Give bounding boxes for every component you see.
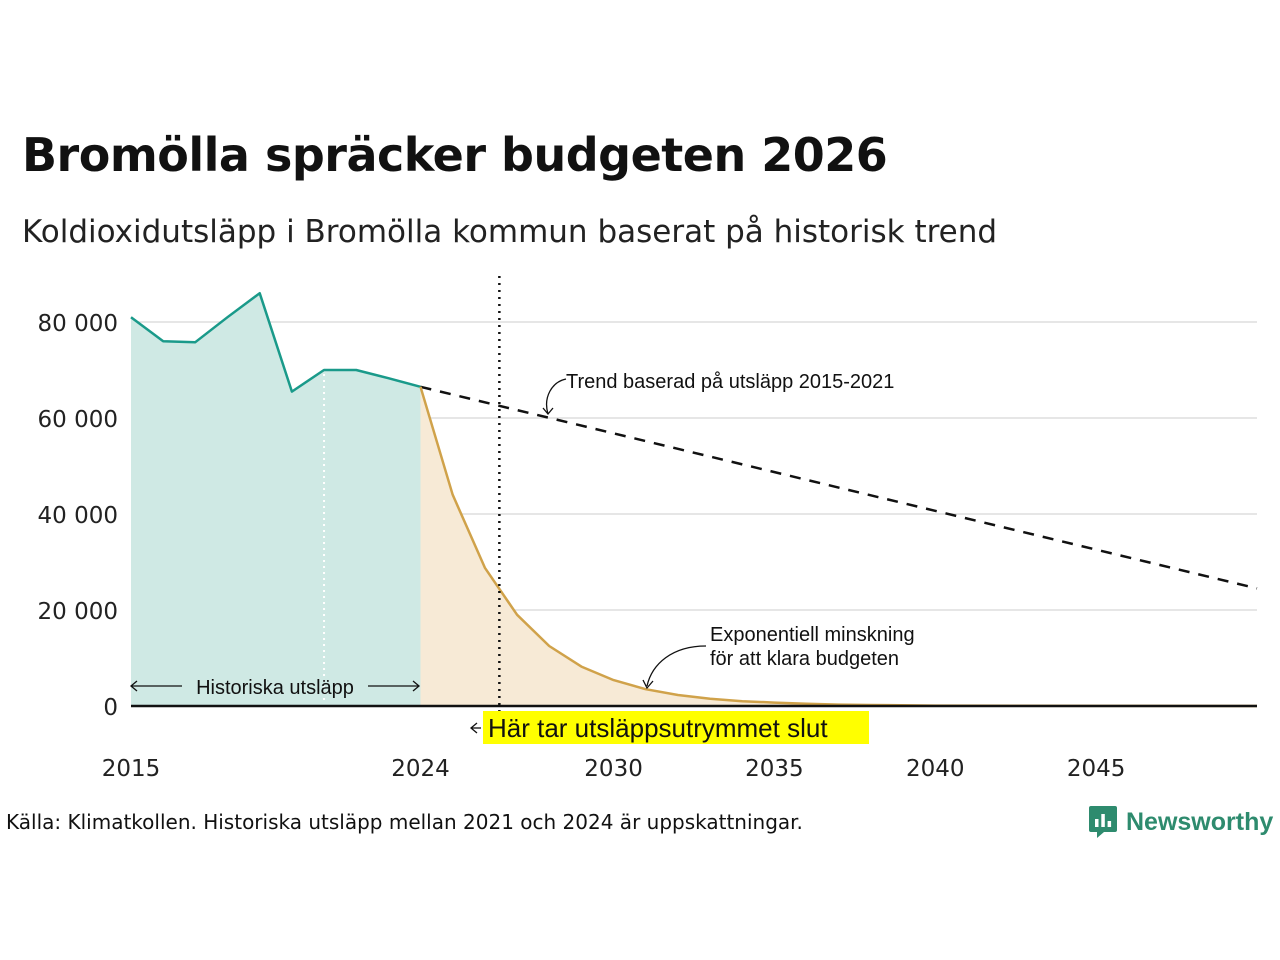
brand-name: Newsworthy	[1126, 807, 1274, 836]
brand-logo: Newsworthy	[1088, 804, 1273, 840]
y-tick-label: 60 000	[38, 407, 118, 433]
y-tick-label: 20 000	[38, 599, 118, 625]
y-tick-label: 80 000	[38, 311, 118, 337]
y-tick-label: 40 000	[38, 503, 118, 529]
exp-label-line1: Exponentiell minskning	[710, 624, 915, 646]
arrow-right-icon	[412, 680, 421, 692]
chart-title: Bromölla spräcker budgeten 2026	[22, 128, 888, 182]
budget-end-label: Här tar utsläppsutrymmet slut	[488, 713, 828, 743]
exp-curve-connector	[646, 645, 707, 687]
trend-label: Trend baserad på utsläpp 2015-2021	[566, 371, 894, 393]
arrow-left-icon	[129, 680, 138, 692]
x-tick-label: 2045	[1067, 756, 1126, 782]
source-note: Källa: Klimatkollen. Historiska utsläpp …	[6, 810, 803, 834]
chart-subtitle: Koldioxidutsläpp i Bromölla kommun baser…	[22, 214, 998, 250]
budget-area	[420, 386, 1257, 706]
y-tick-label: 0	[103, 695, 118, 721]
budget-end-highlight	[483, 711, 869, 744]
x-tick-label: 2015	[102, 756, 161, 782]
historical-label: Historiska utsläpp	[196, 677, 354, 699]
historical-area	[131, 293, 421, 706]
x-tick-label: 2030	[584, 756, 643, 782]
x-axis-labels: 2015 2024 2030 2035 2040 2045	[102, 756, 1126, 782]
trend-annotation: Trend baserad på utsläpp 2015-2021	[542, 371, 894, 416]
exponential-annotation: Exponentiell minskning för att klara bud…	[642, 624, 915, 690]
y-axis-labels: 0 20 000 40 000 60 000 80 000	[38, 311, 118, 721]
arrow-down-icon	[642, 679, 654, 690]
x-tick-label: 2024	[391, 756, 450, 782]
x-tick-label: 2035	[745, 756, 804, 782]
historical-annotation: Historiska utsläpp	[129, 677, 421, 699]
x-tick-label: 2040	[906, 756, 965, 782]
trend-curve-connector	[546, 378, 567, 415]
series-line-trend	[420, 385, 1258, 590]
series-line-historical	[130, 291, 421, 393]
newsworthy-logo-icon	[1089, 806, 1117, 838]
exp-label-line2: för att klara budgeten	[710, 648, 899, 670]
arrow-down-icon	[542, 407, 554, 416]
budget-end-annotation: Här tar utsläppsutrymmet slut	[469, 711, 869, 744]
